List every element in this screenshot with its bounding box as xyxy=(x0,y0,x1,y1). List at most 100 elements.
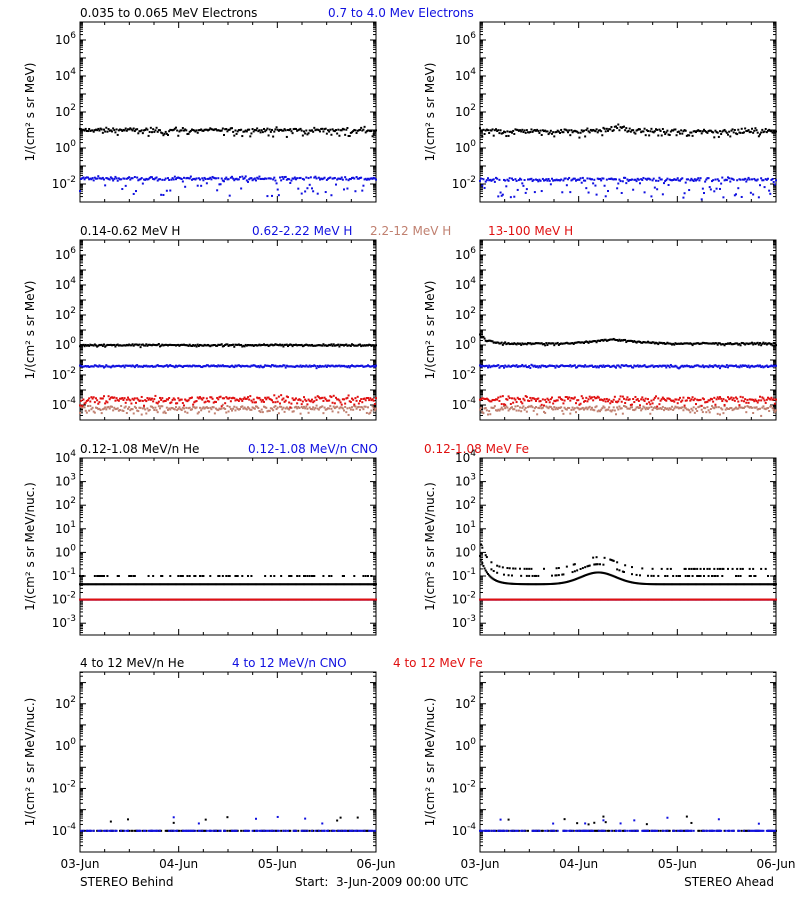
data-point xyxy=(730,396,733,399)
data-point xyxy=(100,128,103,131)
data-point xyxy=(221,403,224,406)
data-point xyxy=(759,342,761,345)
data-point xyxy=(97,575,100,577)
data-point xyxy=(90,365,93,368)
data-point xyxy=(295,365,297,368)
data-point xyxy=(296,177,299,180)
data-point xyxy=(747,129,750,132)
data-point xyxy=(200,583,203,586)
data-point xyxy=(583,400,585,403)
data-point xyxy=(592,182,595,185)
data-point xyxy=(637,340,640,343)
data-point xyxy=(251,583,254,586)
data-point xyxy=(153,409,156,412)
data-point xyxy=(243,406,246,409)
data-point xyxy=(212,406,215,409)
series-salmon xyxy=(79,403,377,416)
data-point xyxy=(188,583,191,586)
data-point xyxy=(732,343,735,346)
data-point xyxy=(338,177,341,180)
data-point xyxy=(162,400,165,403)
data-point xyxy=(297,344,300,347)
data-point xyxy=(154,365,157,368)
data-point xyxy=(152,128,155,131)
data-point xyxy=(523,179,526,182)
data-point xyxy=(216,598,219,601)
data-point xyxy=(522,405,525,408)
data-point xyxy=(645,406,648,409)
data-point xyxy=(339,343,342,346)
data-point xyxy=(87,344,89,347)
data-point xyxy=(690,398,693,401)
data-point xyxy=(250,399,253,402)
data-point xyxy=(618,405,621,408)
data-point xyxy=(691,409,694,412)
data-point xyxy=(175,583,177,586)
data-point xyxy=(297,405,300,408)
data-point xyxy=(673,365,676,368)
data-point xyxy=(106,401,109,404)
data-point xyxy=(338,407,341,410)
data-point xyxy=(516,396,519,399)
data-point xyxy=(216,408,219,411)
data-point xyxy=(268,177,271,180)
data-point xyxy=(553,135,556,138)
data-point xyxy=(336,405,339,408)
data-point xyxy=(530,177,533,180)
data-point xyxy=(124,344,127,347)
data-point xyxy=(104,583,107,586)
data-point xyxy=(147,134,150,137)
data-point xyxy=(743,342,745,345)
data-point xyxy=(770,364,773,367)
data-point xyxy=(616,187,619,190)
data-point xyxy=(177,397,180,400)
data-point xyxy=(185,399,188,402)
data-point xyxy=(522,184,525,187)
data-point xyxy=(593,339,596,342)
data-point xyxy=(488,339,491,342)
data-point xyxy=(365,344,368,347)
data-point xyxy=(628,398,631,401)
data-point xyxy=(152,365,155,368)
data-point xyxy=(242,407,245,410)
data-point xyxy=(283,410,286,413)
data-point xyxy=(154,129,157,132)
data-point xyxy=(704,180,707,183)
data-point xyxy=(232,583,235,586)
data-point xyxy=(499,191,502,194)
data-point xyxy=(636,398,639,401)
data-point xyxy=(690,365,693,368)
data-point xyxy=(155,344,158,347)
data-point xyxy=(217,575,220,577)
data-point xyxy=(194,598,197,601)
data-point xyxy=(105,400,108,403)
data-point xyxy=(266,195,269,198)
data-point xyxy=(187,365,190,368)
data-point xyxy=(215,400,217,403)
data-point xyxy=(365,178,368,181)
data-point xyxy=(344,402,347,405)
data-point xyxy=(567,364,569,367)
data-point xyxy=(129,409,132,412)
data-point xyxy=(162,598,165,601)
data-point xyxy=(213,598,216,601)
data-point xyxy=(296,364,299,367)
data-point xyxy=(701,411,704,414)
data-point xyxy=(122,398,125,401)
data-point xyxy=(671,365,673,368)
data-point xyxy=(259,178,262,181)
data-point xyxy=(668,342,671,345)
data-point xyxy=(576,178,579,181)
data-point xyxy=(277,129,280,132)
data-point xyxy=(115,598,118,601)
data-point xyxy=(79,575,81,577)
data-point xyxy=(204,406,207,409)
data-point xyxy=(588,405,591,408)
data-point xyxy=(290,575,293,577)
data-point xyxy=(692,406,695,409)
data-point xyxy=(225,575,228,577)
series-black xyxy=(479,123,777,139)
data-point xyxy=(357,343,360,346)
data-point xyxy=(201,366,204,369)
data-point xyxy=(765,364,768,367)
